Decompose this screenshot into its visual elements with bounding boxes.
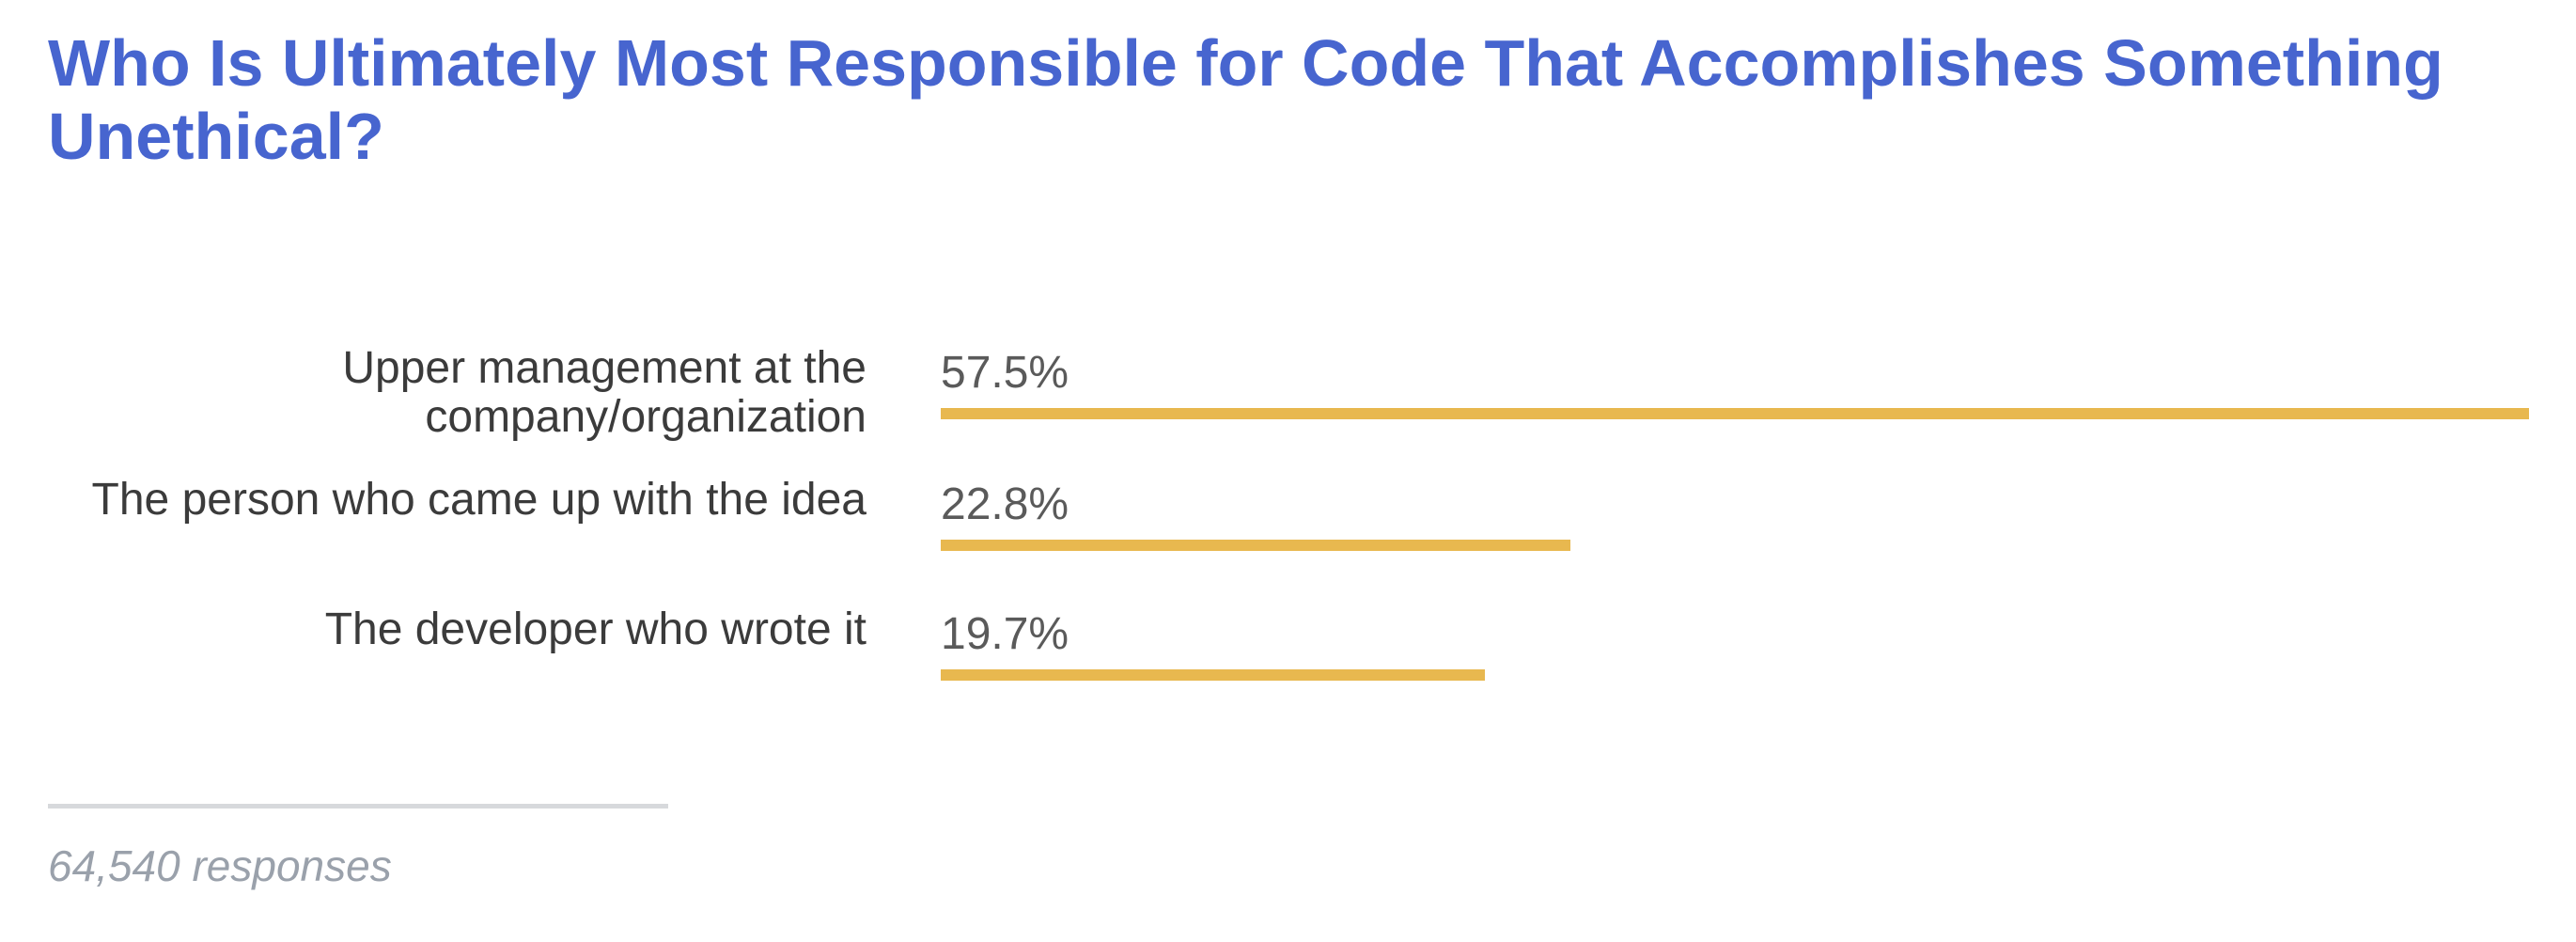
- response-count: 64,540 responses: [48, 841, 392, 890]
- category-label: Upper management at the company/organiza…: [342, 343, 866, 442]
- bar: [941, 540, 1570, 551]
- category-label: The developer who wrote it: [324, 604, 866, 654]
- bar-chart: Upper management at the company/organiza…: [0, 320, 2576, 696]
- bar-row: Upper management at the company/organiza…: [0, 331, 2576, 444]
- category-label: The person who came up with the idea: [91, 475, 866, 525]
- footer-divider: [48, 804, 668, 809]
- bar-row: The developer who wrote it 19.7%: [0, 592, 2576, 705]
- bar-row: The person who came up with the idea 22.…: [0, 463, 2576, 575]
- value-label: 19.7%: [941, 609, 1069, 659]
- value-label: 57.5%: [941, 348, 1069, 398]
- value-label: 22.8%: [941, 479, 1069, 529]
- chart-title: Who Is Ultimately Most Responsible for C…: [48, 26, 2443, 173]
- bar: [941, 669, 1485, 681]
- bar: [941, 408, 2529, 419]
